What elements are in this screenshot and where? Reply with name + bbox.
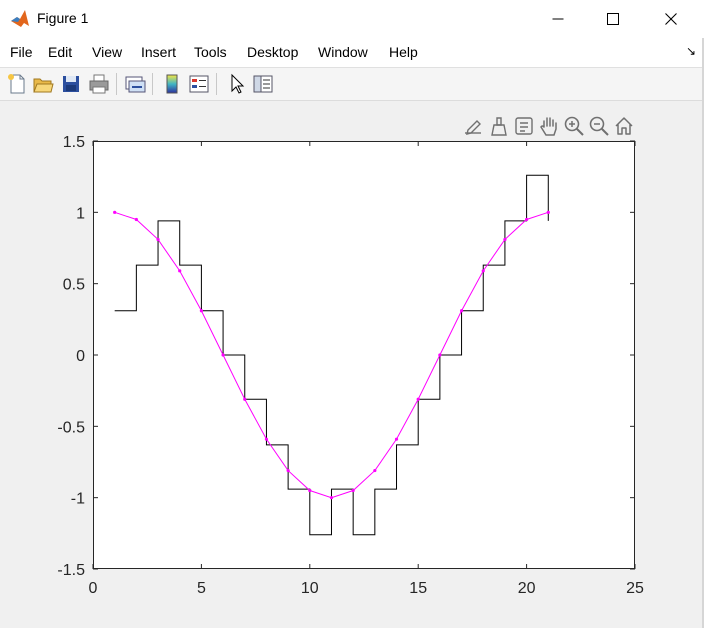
y-tick-label: 1.5 — [63, 134, 85, 151]
zoom-out-icon[interactable] — [588, 115, 610, 137]
minimize-icon — [552, 18, 564, 20]
menu-view[interactable]: View — [92, 44, 123, 60]
sine-point — [438, 353, 442, 357]
y-tick-label: -1.5 — [57, 562, 85, 579]
stairs-series-group — [114, 174, 549, 536]
menu-insert[interactable]: Insert — [141, 44, 177, 60]
close-icon — [665, 13, 677, 25]
maximize-icon — [607, 13, 619, 25]
toolbar-separator — [116, 73, 117, 95]
y-tick-label: -1 — [71, 491, 85, 508]
sine-point — [525, 217, 529, 222]
property-inspector-icon[interactable] — [252, 73, 274, 95]
y-tick-label: 0 — [76, 348, 85, 365]
menu-window[interactable]: Window — [318, 44, 368, 60]
x-tick-label: 10 — [301, 580, 319, 597]
toolbar-separator — [152, 73, 153, 95]
sine-point — [351, 488, 355, 493]
menu-bar: File Edit View Insert Tools Desktop Wind… — [0, 38, 704, 67]
x-tick-label: 15 — [409, 580, 427, 597]
menu-overflow-arrow-icon[interactable]: ↘ — [685, 44, 696, 58]
zoom-in-icon[interactable] — [563, 115, 585, 137]
sine-series-group — [113, 210, 550, 500]
pointer-icon[interactable] — [226, 73, 248, 95]
close-button[interactable] — [648, 0, 694, 38]
pan-icon[interactable] — [538, 115, 560, 137]
menu-tools[interactable]: Tools — [194, 44, 227, 60]
sine-point — [113, 210, 117, 214]
tick-marks — [92, 140, 636, 570]
open-file-icon[interactable] — [32, 73, 54, 95]
data-tips-icon[interactable] — [513, 115, 535, 137]
x-tick-label: 25 — [626, 580, 644, 597]
menu-edit[interactable]: Edit — [48, 44, 73, 60]
x-tick-label: 5 — [197, 580, 206, 597]
sine-point — [416, 397, 420, 401]
sine-point — [373, 468, 377, 473]
y-tick-label: 0.5 — [63, 277, 85, 294]
sine-point — [286, 468, 290, 473]
sine-point — [308, 488, 312, 493]
tick-labels: 0 5 10 15 20 25 1.5 1 0.5 0 -0.5 -1 -1.5 — [57, 134, 644, 597]
menu-desktop[interactable]: Desktop — [247, 44, 299, 60]
maximize-button[interactable] — [590, 0, 636, 38]
sine-point — [134, 217, 138, 222]
menu-help[interactable]: Help — [389, 44, 418, 60]
sine-point — [199, 309, 203, 313]
sine-point — [178, 269, 182, 273]
minimize-button[interactable] — [535, 0, 581, 38]
link-plot-icon[interactable] — [124, 73, 146, 95]
sine-point — [394, 437, 399, 441]
new-figure-icon[interactable] — [6, 73, 28, 95]
colorbar-icon[interactable] — [161, 73, 183, 95]
title-bar: Figure 1 — [0, 0, 704, 38]
x-tick-label: 20 — [518, 580, 536, 597]
legend-icon[interactable] — [188, 73, 210, 95]
sine-point — [503, 237, 507, 242]
brush-icon[interactable] — [488, 115, 510, 137]
y-tick-label: -0.5 — [57, 419, 85, 436]
sine-point — [481, 269, 485, 273]
sine-point — [264, 437, 269, 441]
menu-file[interactable]: File — [10, 44, 33, 60]
sine-point — [156, 237, 160, 242]
sine-point — [243, 397, 247, 401]
edit-plot-icon[interactable] — [462, 115, 484, 137]
stairs-line — [114, 174, 549, 536]
y-tick-label: 1 — [76, 205, 85, 222]
matlab-logo-icon — [11, 10, 29, 27]
window-title: Figure 1 — [37, 10, 89, 26]
save-icon[interactable] — [60, 73, 82, 95]
sine-point — [459, 309, 464, 313]
x-tick-label: 0 — [89, 580, 98, 597]
toolbar-separator — [216, 73, 217, 95]
sine-point — [329, 496, 334, 500]
sine-point — [221, 353, 225, 357]
print-icon[interactable] — [88, 73, 110, 95]
window-border — [702, 38, 704, 628]
sine-point — [546, 210, 550, 214]
home-icon[interactable] — [613, 115, 635, 137]
axes-background — [93, 141, 635, 569]
figure-toolbar — [0, 67, 704, 101]
